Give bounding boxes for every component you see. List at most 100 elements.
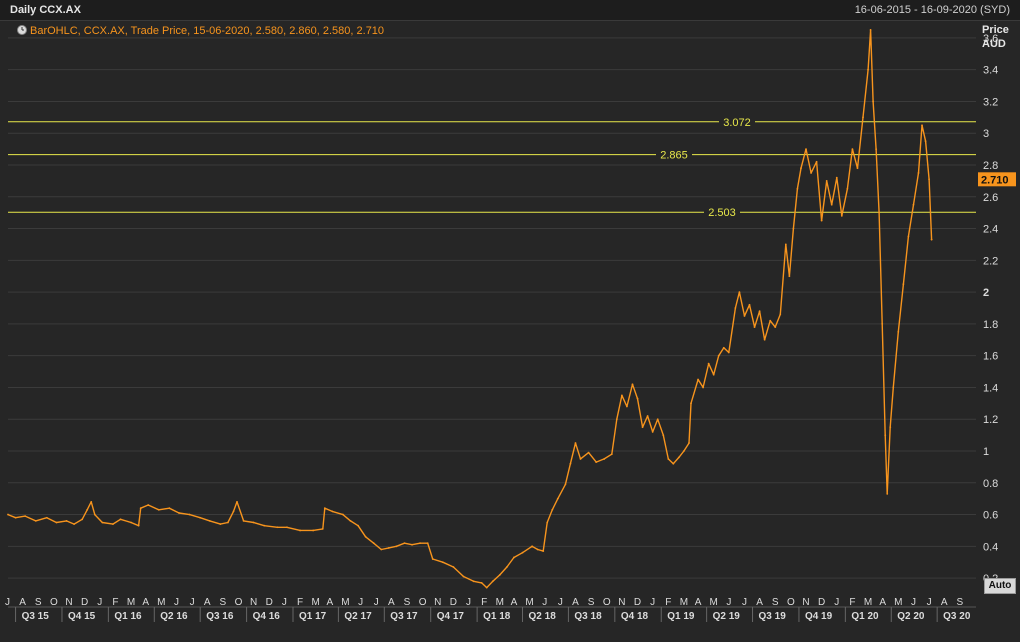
month-tick-label: F [481,597,487,608]
price-point [738,291,741,294]
price-point [252,521,255,524]
price-point [603,458,606,460]
date-range: 16-06-2015 - 16-09-2020 (SYD) [854,4,1010,16]
price-point [312,529,315,532]
month-tick-label: N [434,597,441,608]
month-tick-label: M [864,597,872,608]
month-tick-label: A [511,597,518,608]
price-point [631,383,634,386]
price-point [137,524,140,527]
month-tick-label: J [97,597,102,608]
month-tick-label: O [235,597,243,608]
price-point [677,456,680,459]
quarter-label: Q3 18 [574,611,602,622]
quarter-label: Q1 17 [299,611,327,622]
quarter-label: Q3 15 [22,611,50,622]
month-tick-label: M [894,597,902,608]
y-tick-label: 1.4 [983,382,998,394]
quarter-label: Q4 16 [253,611,281,622]
reference-lines: 3.072 2.865 2.503 [8,115,976,219]
month-tick-label: S [772,597,779,608]
price-point [722,346,725,349]
y-tick-label: 3.4 [983,65,998,77]
chart-title: Daily CCX.AX [10,4,81,16]
price-point [513,556,515,559]
month-tick-label: J [542,597,547,608]
price-point [199,516,202,519]
price-point [889,426,892,429]
price-point [902,283,905,286]
price-point [426,542,429,545]
price-point [147,504,150,506]
price-point [546,521,549,524]
price-point [835,176,838,179]
month-tick-label: A [756,597,763,608]
price-point [774,326,777,328]
price-point [626,405,628,408]
price-point [830,203,833,206]
month-tick-label: N [250,597,257,608]
month-tick-label: M [680,597,688,608]
month-tick-label: M [525,597,533,608]
month-tick-label: D [818,597,825,608]
price-point [227,521,229,524]
quarter-label: Q2 16 [160,611,188,622]
price-point [846,187,849,190]
price-point [784,243,787,246]
month-tick-label: F [665,597,671,608]
month-tick-label: S [404,597,411,608]
quarter-label: Q4 18 [621,611,649,622]
price-point [869,29,872,31]
price-point [796,187,799,190]
price-point [130,521,132,524]
price-point [380,548,383,551]
month-tick-label: J [282,597,287,608]
price-point [641,426,644,429]
price-point [431,558,434,560]
price-point [472,580,475,583]
price-point [636,397,639,400]
y-tick-label: 3.6 [983,33,998,45]
quarter-label: Q2 18 [529,611,557,622]
y-tick-label: 2.4 [983,224,998,236]
reference-label: 2.865 [660,150,688,162]
quarter-label: Q2 20 [897,611,925,622]
month-tick-label: A [326,597,333,608]
month-tick-label: O [603,597,611,608]
price-point [579,458,582,460]
month-tick-label: S [35,597,42,608]
reference-label-bg [656,148,692,161]
month-tick-label: S [220,597,227,608]
price-point [101,521,104,524]
month-tick-label: N [618,597,625,608]
price-point [851,148,854,151]
price-point [90,500,93,503]
price-point [712,373,715,376]
price-point [387,547,390,549]
price-point [505,566,508,568]
price-point [620,394,623,397]
quarter-label: Q1 20 [851,611,879,622]
month-tick-label: J [190,597,195,608]
quarter-label: Q2 19 [713,611,741,622]
price-point [924,140,927,143]
month-tick-label: N [802,597,809,608]
price-point [73,523,75,525]
month-tick-label: D [266,597,273,608]
reference-label: 2.503 [708,207,736,219]
price-point [236,500,238,503]
month-tick-label: A [695,597,702,608]
price-point [299,529,301,532]
reference-label: 3.072 [723,117,751,129]
price-point [886,493,889,495]
price-point [531,545,534,548]
auto-scale-button[interactable]: Auto [984,578,1016,594]
price-point [867,68,869,71]
price-point [587,451,590,454]
price-point [690,402,692,405]
reference-label-bg [704,206,740,219]
y-tick-label: 1.2 [983,414,998,426]
price-series [7,29,933,589]
